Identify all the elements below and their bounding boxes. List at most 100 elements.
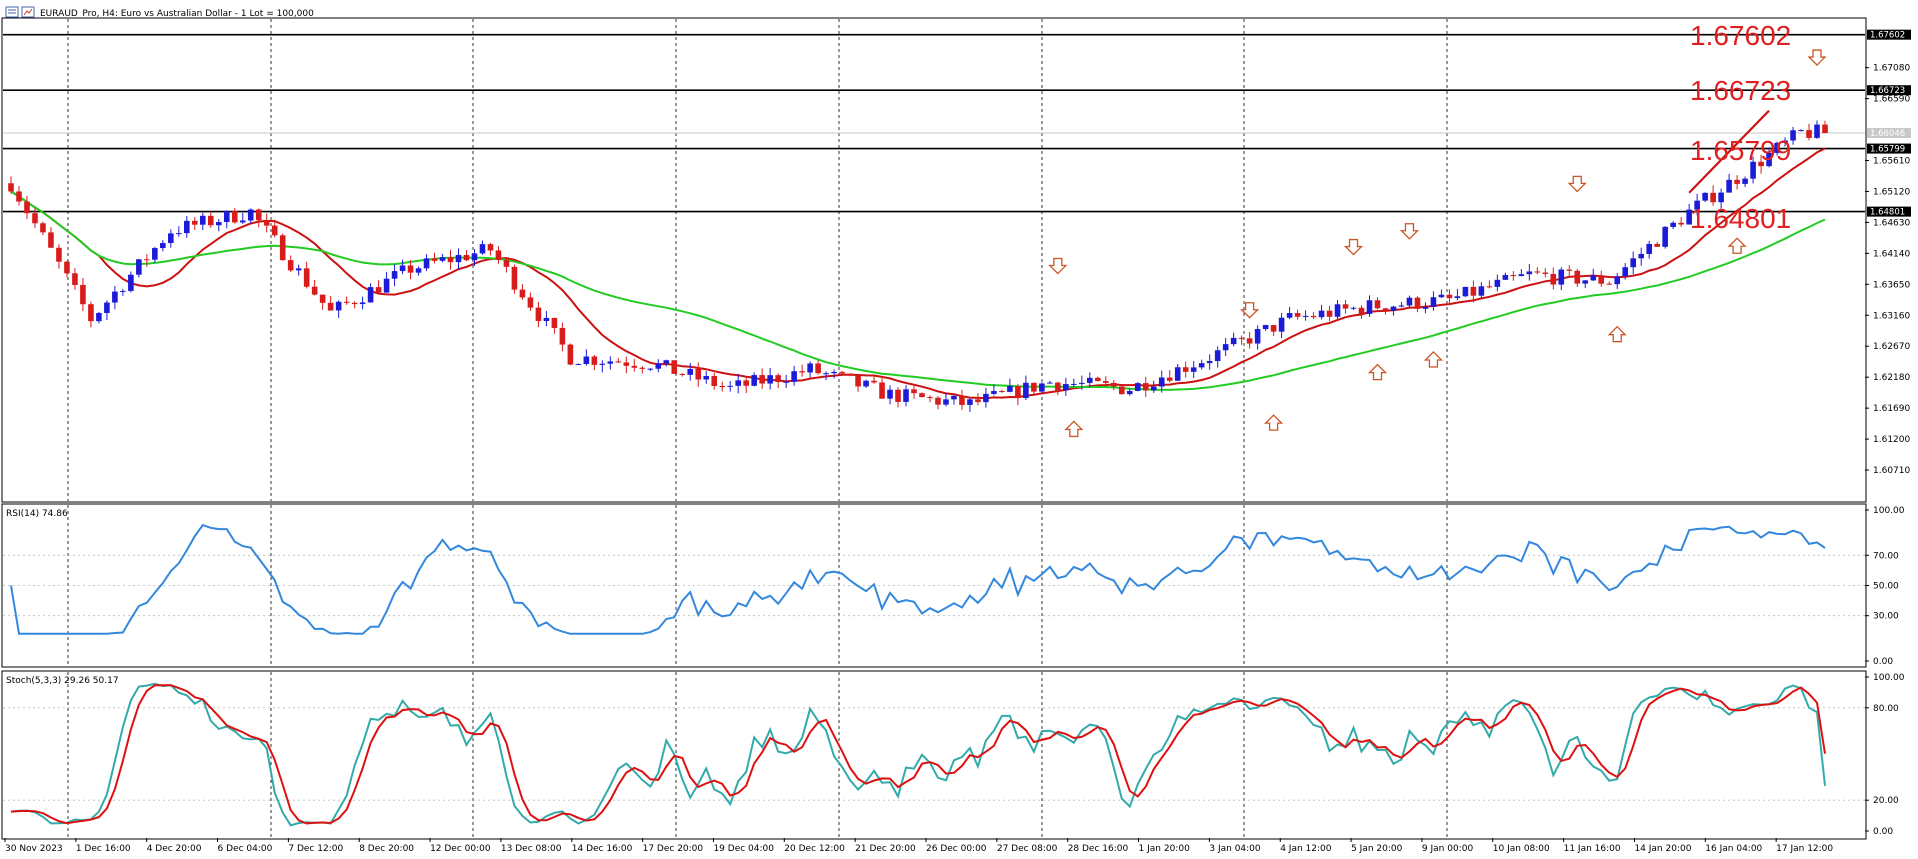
candle-body bbox=[1518, 274, 1525, 277]
time-tick-label: 7 Dec 12:00 bbox=[288, 844, 343, 854]
level-price-tag-label: 1.67602 bbox=[1870, 31, 1905, 41]
candle-body bbox=[1278, 317, 1285, 332]
candle-body bbox=[519, 289, 526, 298]
candle-body bbox=[1654, 243, 1660, 247]
candle-body bbox=[567, 344, 574, 365]
candle-body bbox=[1358, 307, 1365, 314]
price-tick-label: 1.62670 bbox=[1873, 342, 1910, 352]
candle-body bbox=[1694, 200, 1700, 210]
candle-body bbox=[743, 380, 749, 386]
candle-body bbox=[144, 259, 150, 261]
candle-body bbox=[223, 211, 230, 223]
candle-body bbox=[287, 260, 294, 271]
candle-body bbox=[895, 389, 901, 402]
candle-body bbox=[1542, 272, 1549, 274]
candle-body bbox=[991, 391, 997, 394]
candle-body bbox=[463, 254, 470, 261]
candle-body bbox=[823, 373, 829, 375]
chart-title-bar: EURAUD_Pro, H4: Euro vs Australian Dolla… bbox=[5, 6, 314, 19]
candle-body bbox=[1302, 315, 1309, 317]
time-tick-label: 20 Dec 12:00 bbox=[784, 844, 845, 854]
candle-body bbox=[1590, 275, 1597, 281]
candle-body bbox=[1230, 337, 1237, 345]
price-tick-label: 1.63650 bbox=[1873, 280, 1910, 290]
candle-body bbox=[1374, 300, 1381, 309]
trendline bbox=[1688, 109, 1770, 194]
candlesticks bbox=[8, 120, 1828, 412]
candle-body bbox=[951, 395, 957, 400]
candle-body bbox=[1366, 300, 1373, 314]
candle-body bbox=[319, 294, 326, 303]
chart-icon[interactable] bbox=[5, 6, 19, 18]
candle-body bbox=[831, 371, 837, 374]
sell-arrow-icon bbox=[1567, 175, 1587, 193]
time-tick-label: 4 Dec 20:00 bbox=[147, 844, 202, 854]
candle-body bbox=[1334, 304, 1341, 317]
candle-body bbox=[1190, 367, 1197, 372]
price-tick-label: 1.67080 bbox=[1873, 64, 1910, 74]
stoch-panel[interactable] bbox=[1, 670, 1867, 840]
candle-body bbox=[927, 397, 933, 399]
indicator-tick-label: 80.00 bbox=[1873, 704, 1899, 714]
candle-body bbox=[88, 304, 94, 322]
candle-body bbox=[1095, 377, 1101, 382]
candle-body bbox=[527, 297, 534, 308]
candle-body bbox=[903, 389, 909, 402]
time-tick-label: 10 Jan 08:00 bbox=[1493, 844, 1550, 854]
time-tick-label: 27 Dec 08:00 bbox=[997, 844, 1058, 854]
level-annotations: 1.67602 1.66723 1.65799 1.64801 bbox=[1690, 20, 1791, 234]
candle-body bbox=[271, 225, 278, 236]
fast-ma-line bbox=[10, 147, 1826, 400]
indicator-lines bbox=[10, 523, 1826, 827]
candle-body bbox=[855, 375, 861, 387]
candle-body bbox=[1558, 269, 1565, 285]
candle-body bbox=[671, 360, 678, 374]
candle-body bbox=[1398, 305, 1405, 307]
candle-body bbox=[40, 223, 46, 233]
candle-body bbox=[879, 382, 885, 399]
candle-body bbox=[1430, 297, 1437, 307]
level-note-label: 1.67602 bbox=[1690, 20, 1791, 51]
candle-body bbox=[351, 302, 358, 305]
candle-body bbox=[1310, 315, 1317, 318]
time-tick-label: 16 Jan 04:00 bbox=[1705, 844, 1762, 854]
price-tick-label: 1.64630 bbox=[1873, 218, 1910, 228]
time-tick-label: 1 Dec 16:00 bbox=[76, 844, 131, 854]
level-price-tag bbox=[1867, 29, 1911, 40]
price-panel[interactable] bbox=[1, 17, 1867, 503]
candle-body bbox=[1063, 384, 1069, 391]
moving-averages bbox=[10, 147, 1826, 400]
candle-body bbox=[1646, 243, 1652, 254]
time-tick-label: 1 Jan 20:00 bbox=[1139, 844, 1191, 854]
candle-body bbox=[1015, 385, 1021, 399]
candle-body bbox=[247, 209, 254, 221]
time-tick-label: 13 Dec 08:00 bbox=[501, 844, 562, 854]
candle-body bbox=[983, 393, 989, 403]
candle-body bbox=[16, 191, 22, 202]
candle-body bbox=[559, 327, 566, 345]
candle-body bbox=[967, 399, 973, 405]
time-tick-label: 14 Dec 16:00 bbox=[572, 844, 633, 854]
candle-body bbox=[1031, 382, 1037, 392]
candle-body bbox=[1806, 130, 1812, 138]
price-tick-label: 1.60710 bbox=[1873, 466, 1910, 476]
candle-body bbox=[439, 257, 446, 261]
level-note-label: 1.65799 bbox=[1690, 135, 1791, 166]
candle-body bbox=[1614, 276, 1621, 285]
candle-body bbox=[1534, 271, 1541, 273]
candle-body bbox=[591, 356, 598, 365]
sell-arrow-icon bbox=[1807, 49, 1827, 66]
candle-body bbox=[1286, 313, 1293, 318]
candle-body bbox=[415, 268, 422, 273]
sell-arrow-icon bbox=[1240, 302, 1260, 319]
window-icon[interactable] bbox=[21, 6, 35, 18]
candle-body bbox=[168, 233, 174, 244]
candle-body bbox=[1494, 279, 1501, 287]
candle-body bbox=[655, 363, 662, 369]
time-tick-label: 17 Jan 12:00 bbox=[1776, 844, 1833, 854]
candle-body bbox=[631, 365, 638, 368]
candle-body bbox=[551, 317, 558, 328]
candle-body bbox=[1582, 280, 1589, 284]
current-price-tag bbox=[1867, 127, 1911, 138]
